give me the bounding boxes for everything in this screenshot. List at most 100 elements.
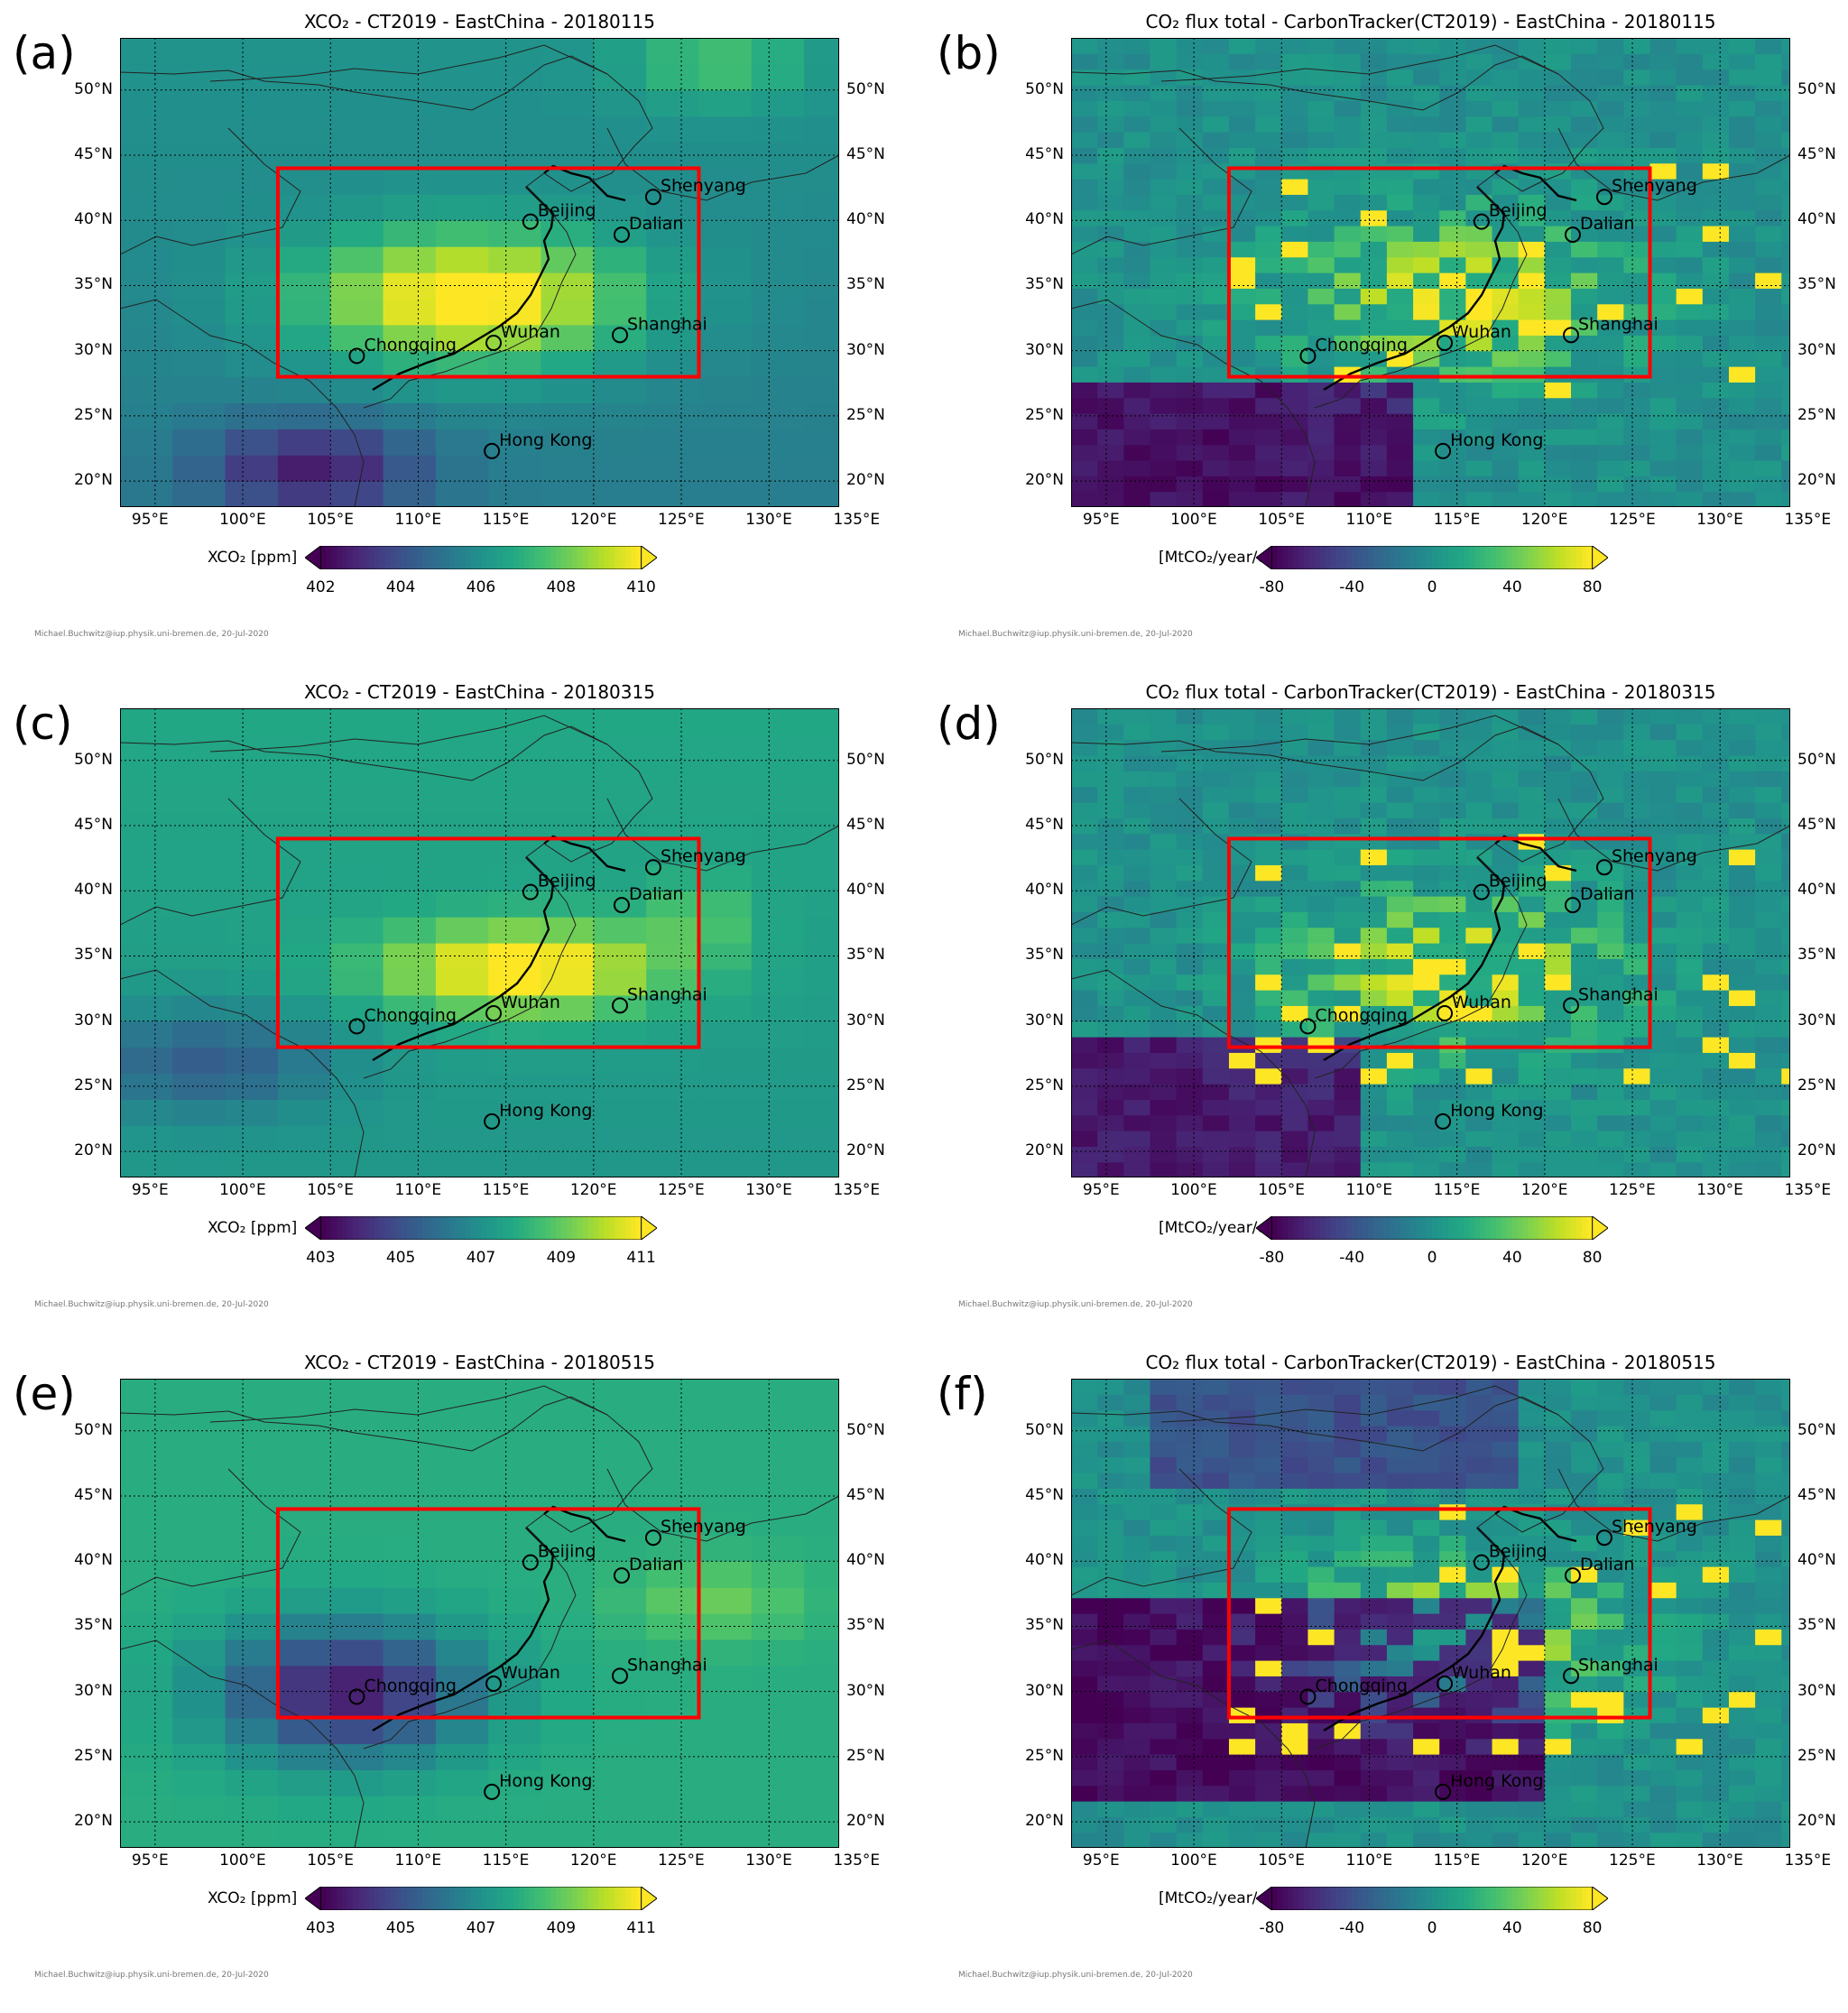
colorbar-tick-label: -80 — [1259, 1919, 1285, 1937]
grid-cell — [1649, 864, 1677, 882]
grid-cell — [1755, 1099, 1782, 1116]
grid-cell — [1413, 802, 1440, 818]
grid-cell — [751, 1509, 805, 1536]
grid-cell — [1176, 1161, 1204, 1177]
grid-cell — [1465, 1067, 1493, 1085]
grid-cell — [1597, 864, 1624, 882]
grid-cell — [1597, 1707, 1624, 1723]
colorbar-segment — [421, 546, 429, 569]
colorbar-segment — [1405, 1216, 1411, 1240]
grid-cell — [1623, 53, 1651, 70]
grid-cell — [1676, 1582, 1704, 1599]
grid-cell — [435, 1769, 489, 1796]
grid-cell — [1676, 1099, 1704, 1116]
grid-cell — [488, 1482, 542, 1510]
grid-cell — [225, 1796, 279, 1823]
grid-cell — [1386, 1441, 1414, 1458]
grid-cell — [1781, 272, 1790, 289]
grid-cell — [1255, 817, 1282, 835]
grid-cell — [1702, 1832, 1730, 1848]
grid-cell — [1571, 1441, 1598, 1458]
grid-cell — [1413, 350, 1440, 367]
colorbar-segment — [1341, 546, 1347, 569]
grid-cell — [1623, 256, 1651, 273]
grid-cell — [1781, 864, 1790, 882]
grid-cell — [1544, 786, 1572, 803]
grid-cell — [1439, 880, 1466, 897]
colorbar-segment — [1319, 1887, 1326, 1910]
grid-cell — [1386, 397, 1414, 414]
lat-tick-label-right: 35°N — [1797, 1616, 1836, 1635]
grid-cell — [593, 142, 647, 170]
grid-cell — [383, 1665, 437, 1693]
grid-cell — [804, 324, 839, 352]
grid-cell — [1228, 1816, 1256, 1833]
grid-cell — [1360, 288, 1388, 305]
colorbar-segment — [416, 1216, 423, 1240]
grid-cell — [1492, 226, 1520, 242]
grid-cell — [1492, 194, 1520, 211]
grid-cell — [1544, 755, 1572, 771]
grid-cell — [1439, 1456, 1466, 1473]
grid-cell — [1623, 1052, 1651, 1069]
city-marker — [484, 1113, 501, 1130]
lat-tick-label: 40°N — [74, 210, 113, 229]
grid-cell — [1649, 413, 1677, 429]
grid-cell — [698, 1151, 753, 1177]
grid-cell — [1123, 194, 1151, 211]
grid-cell — [1228, 1114, 1256, 1131]
colorbar-segment — [357, 1216, 365, 1240]
grid-cell — [1097, 1644, 1124, 1661]
grid-cell — [698, 1125, 753, 1152]
grid-cell — [698, 1822, 753, 1848]
grid-cell — [1228, 1676, 1256, 1693]
lon-tick-label: 100°E — [1170, 511, 1217, 529]
colorbar-segment — [352, 1887, 359, 1910]
grid-cell — [1255, 1801, 1282, 1817]
grid-cell — [1334, 1722, 1362, 1740]
city-marker — [644, 859, 661, 876]
grid-cell — [225, 1769, 279, 1796]
grid-cell — [1702, 1409, 1730, 1427]
colorbar-tick-label: 403 — [306, 1249, 336, 1267]
colorbar-segment — [502, 1216, 509, 1240]
lat-tick-label: 20°N — [1025, 1141, 1064, 1160]
grid-cell — [1676, 755, 1704, 771]
grid-cell — [1465, 1161, 1493, 1177]
grid-cell — [1386, 429, 1414, 446]
grid-cell — [1255, 755, 1282, 771]
grid-cell — [1623, 382, 1651, 399]
grid-cell — [751, 115, 805, 143]
grid-cell — [1755, 226, 1782, 242]
grid-cell — [751, 89, 805, 117]
grid-cell — [120, 734, 173, 762]
grid-cell — [383, 1535, 437, 1562]
grid-cell — [1071, 990, 1098, 1006]
grid-cell — [1571, 1644, 1598, 1661]
grid-cell — [1492, 786, 1520, 803]
lat-tick-label: 45°N — [74, 1486, 113, 1504]
city-label: Wuhan — [501, 322, 560, 342]
city-marker — [1473, 1554, 1490, 1571]
grid-cell — [1439, 115, 1466, 133]
grid-cell — [1150, 429, 1178, 446]
colorbar-segment — [427, 546, 434, 569]
grid-cell — [1255, 226, 1282, 242]
grid-cell — [1386, 880, 1414, 897]
colorbar-segment — [540, 546, 546, 569]
grid-cell — [1123, 1566, 1151, 1583]
grid-cell — [751, 968, 805, 996]
grid-cell — [1150, 241, 1178, 258]
grid-cell — [1649, 1519, 1677, 1536]
grid-cell — [1360, 1473, 1388, 1489]
grid-cell — [1597, 319, 1624, 336]
grid-cell — [1571, 491, 1598, 507]
grid-cell — [1781, 1067, 1790, 1085]
grid-cell — [1702, 1707, 1730, 1723]
grid-cell — [1176, 833, 1204, 850]
city-label: Beijing — [1489, 201, 1548, 221]
grid-cell — [1334, 724, 1362, 741]
grid-cell — [1518, 1676, 1546, 1693]
grid-cell — [1413, 209, 1440, 226]
colorbar-segment — [577, 1887, 584, 1910]
